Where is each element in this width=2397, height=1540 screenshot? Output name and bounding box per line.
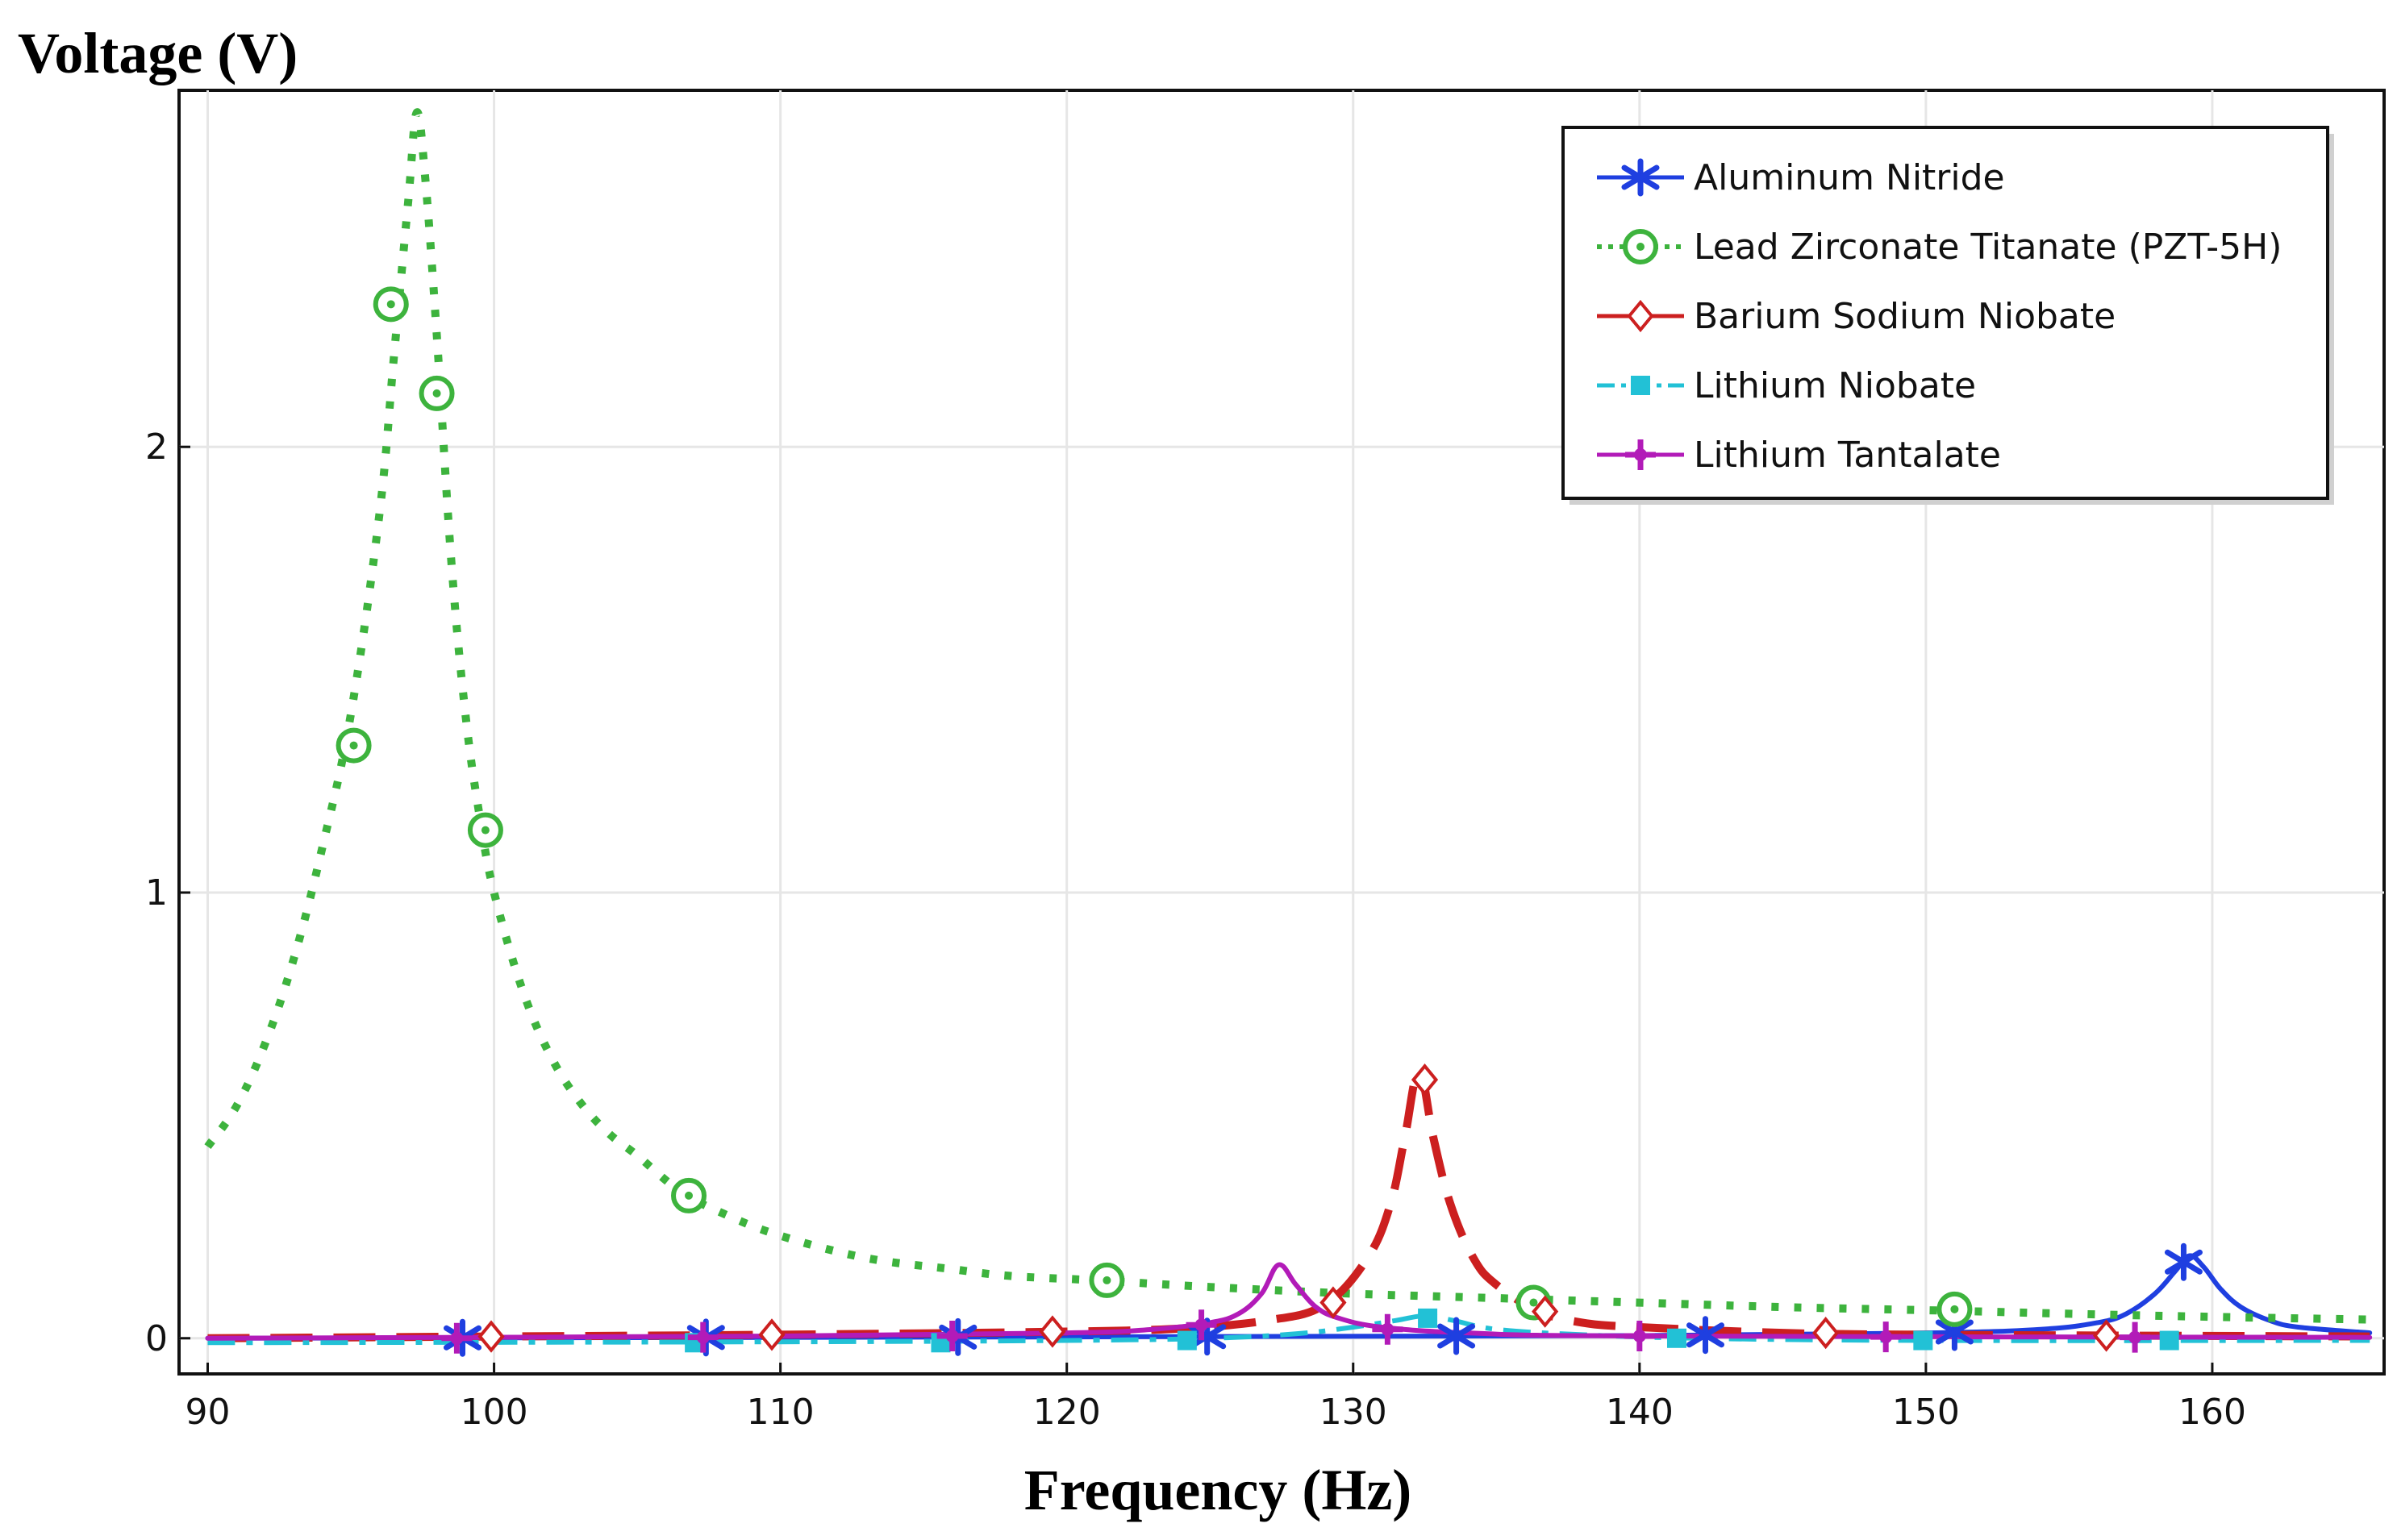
series-0-marker <box>2164 1242 2203 1281</box>
series-4-marker <box>2120 1321 2151 1353</box>
x-tick-label: 110 <box>747 1392 815 1433</box>
x-tick-label: 100 <box>461 1392 528 1433</box>
legend-label: Lithium Niobate <box>1694 365 1976 406</box>
x-tick-label: 130 <box>1319 1392 1387 1433</box>
x-tick-label: 160 <box>2178 1392 2246 1433</box>
legend-label: Barium Sodium Niobate <box>1694 296 2116 337</box>
legend-entry: Lithium Tantalate <box>1597 435 2001 476</box>
series-3-marker <box>1913 1330 1933 1351</box>
series-1-marker <box>373 286 409 323</box>
x-tick-label: 90 <box>186 1392 231 1433</box>
tick-labels: 90 100 110 120 130 140 150 160 0 1 2 <box>145 427 2246 1433</box>
legend-entry: Lead Zirconate Titanate (PZT-5H) <box>1597 227 2282 268</box>
series-1-marker <box>1089 1262 1125 1298</box>
series-0-marker <box>1437 1317 1476 1355</box>
series-3-marker <box>1666 1328 1686 1348</box>
legend-marker-sample <box>1631 376 1650 395</box>
series-2-marker <box>758 1318 786 1351</box>
series-3-marker <box>1177 1330 1197 1351</box>
series-1-marker <box>467 812 503 848</box>
legend-marker-sample <box>1623 229 1658 264</box>
series-3-marker <box>1418 1308 1438 1328</box>
legend-label: Lithium Tantalate <box>1694 435 2001 476</box>
legend-label: Lead Zirconate Titanate (PZT-5H) <box>1694 227 2282 268</box>
series-2-marker <box>1411 1063 1439 1097</box>
series-line-1 <box>204 108 2370 1324</box>
series-2-marker <box>2092 1319 2120 1352</box>
legend-entries: Aluminum Nitride Lead Zirconate Titanate … <box>1597 157 2282 476</box>
x-tick-label: 120 <box>1033 1392 1101 1433</box>
y-axis-title: Voltage (V) <box>18 21 298 85</box>
series-4-marker <box>441 1322 473 1354</box>
legend: Aluminum Nitride Lead Zirconate Titanate … <box>1561 126 2334 505</box>
series-4-marker <box>687 1321 719 1353</box>
y-tick-label: 0 <box>145 1318 168 1359</box>
series-4-marker <box>1624 1321 1655 1352</box>
series-line-0 <box>205 1253 2373 1341</box>
series-1-marker <box>336 727 372 764</box>
series-2-marker <box>1039 1315 1066 1348</box>
series-1-marker <box>419 375 455 411</box>
series-2-marker <box>1812 1316 1840 1350</box>
x-tick-label: 140 <box>1606 1392 1674 1433</box>
legend-label: Aluminum Nitride <box>1694 157 2005 198</box>
series-3-marker <box>2159 1330 2179 1351</box>
series-line-4 <box>205 1262 2373 1341</box>
series-2-marker <box>1532 1295 1559 1328</box>
legend-marker-sample <box>1621 158 1660 197</box>
x-tick-label: 150 <box>1892 1392 1960 1433</box>
series-4-marker <box>1186 1309 1217 1341</box>
series-layer <box>204 108 2373 1346</box>
series-4-marker <box>1870 1321 1902 1353</box>
series-1-marker <box>1936 1291 1973 1327</box>
legend-marker-sample <box>1627 299 1654 333</box>
series-2-marker <box>477 1320 505 1353</box>
series-line-3 <box>207 1313 2370 1346</box>
legend-marker-sample <box>1625 439 1656 470</box>
series-2-marker <box>1319 1286 1347 1319</box>
legend-box <box>1561 126 2329 500</box>
legend-entry: Aluminum Nitride <box>1597 157 2005 198</box>
series-4-marker <box>1372 1313 1403 1345</box>
y-tick-label: 1 <box>145 872 168 914</box>
marker-layer <box>336 286 2203 1357</box>
series-0-marker <box>1686 1316 1724 1355</box>
x-axis-title: Frequency (Hz) <box>1024 1458 1412 1522</box>
series-1-marker <box>671 1177 707 1213</box>
legend-entry: Barium Sodium Niobate <box>1597 296 2116 337</box>
y-tick-label: 2 <box>145 427 168 468</box>
series-4-marker <box>936 1321 968 1352</box>
legend-entry: Lithium Niobate <box>1597 365 1976 406</box>
